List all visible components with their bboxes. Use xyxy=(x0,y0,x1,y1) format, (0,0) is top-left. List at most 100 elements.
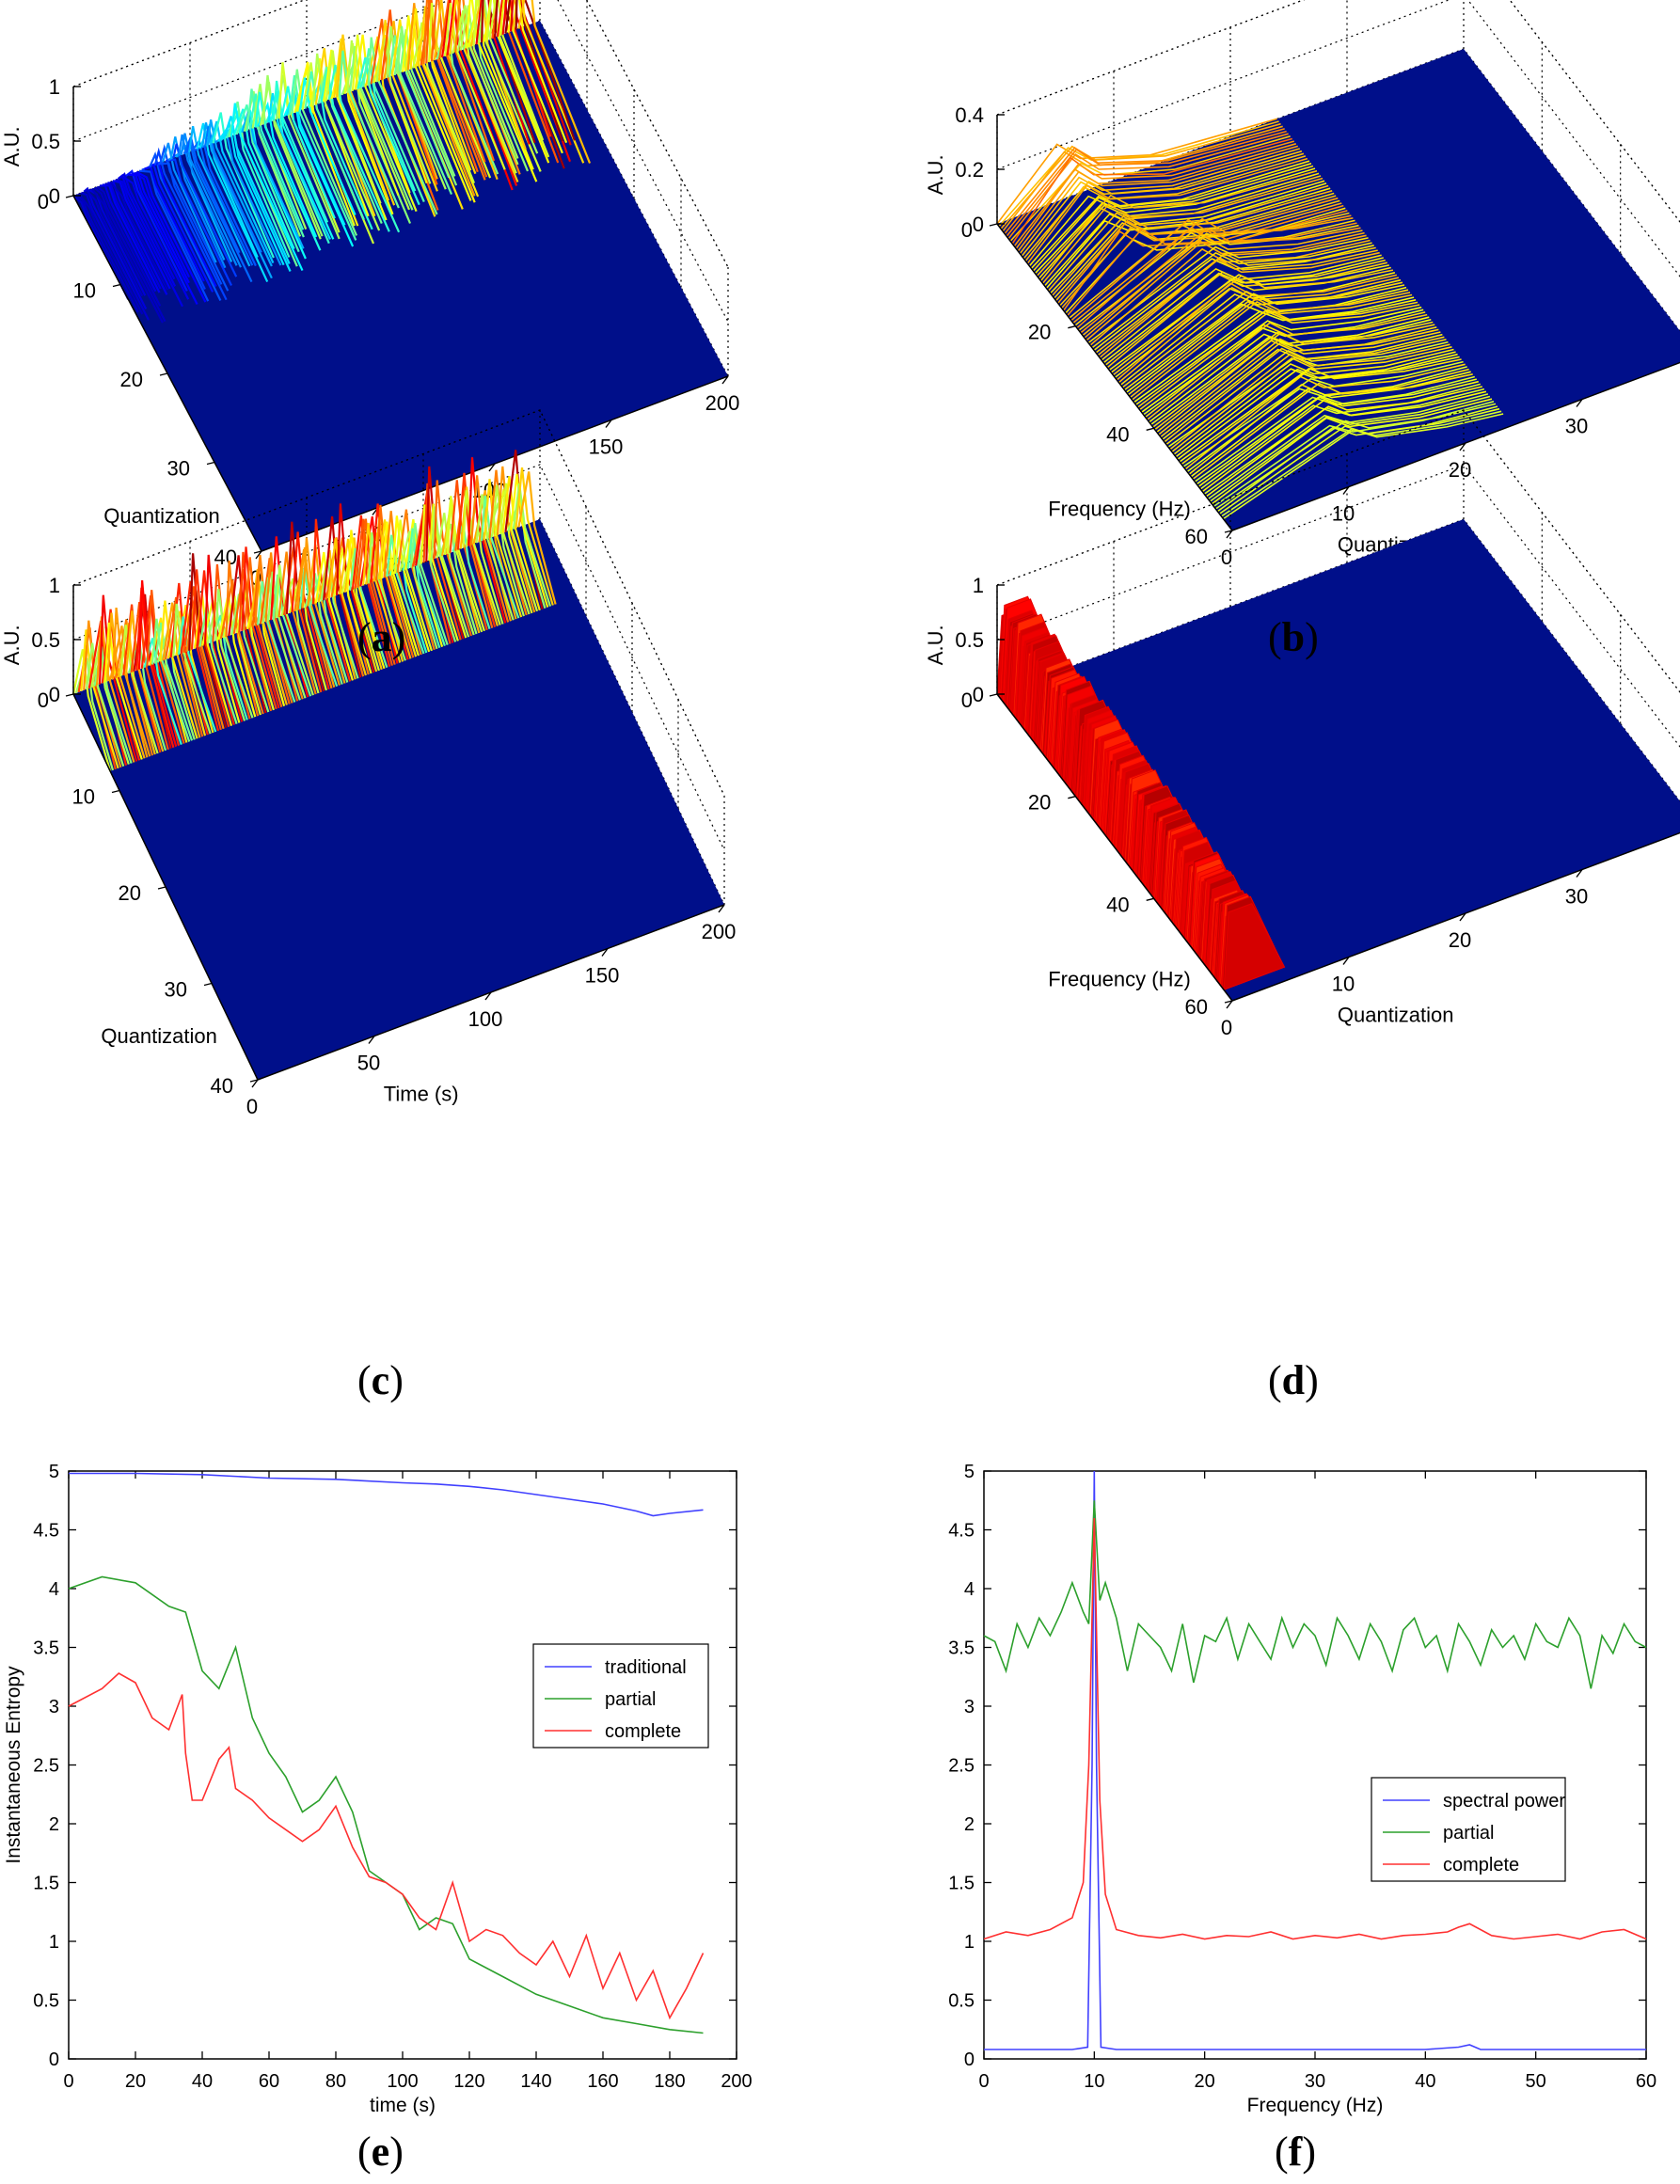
y-tick-label: 2 xyxy=(49,1814,59,1835)
caption-d: (d) xyxy=(1268,1357,1319,1403)
surface-ridge xyxy=(182,586,222,731)
caption-f: (f) xyxy=(1275,2129,1316,2175)
surface-ridge xyxy=(1194,375,1475,483)
x-axis-label: Quantization xyxy=(1338,1004,1454,1027)
y-tick-label: 2.5 xyxy=(948,1756,975,1777)
surface-ridge xyxy=(104,182,162,290)
surface-ridge xyxy=(80,191,150,321)
surface-ridge xyxy=(1201,386,1482,493)
surface-ridge xyxy=(90,187,164,324)
surface-ridge xyxy=(1165,339,1447,446)
chart-panel-c: 0 10 20 30 40 0 50 100 150 200 0 0.5 1 A.U. Quantizati… xyxy=(0,409,736,1118)
surface-ridge xyxy=(1169,343,1450,451)
surface-ridge xyxy=(96,185,162,307)
surface-ridge xyxy=(422,483,462,641)
chart-panel-b: 020406001020304000.20.4A.U.Frequency (Hz… xyxy=(924,0,1680,569)
x-tick xyxy=(1226,1000,1233,1009)
y-tick-label: 20 xyxy=(1028,321,1051,344)
surface-ridge xyxy=(93,186,166,323)
surface-ridge xyxy=(1116,274,1398,381)
x-tick xyxy=(255,550,262,560)
surface-ridge xyxy=(311,518,352,682)
surface-ridge xyxy=(336,503,375,673)
y-tick-label: 4 xyxy=(49,1579,59,1600)
y-tick-label: 30 xyxy=(167,457,190,481)
surface-ridge xyxy=(1132,293,1413,401)
caption-e: (e) xyxy=(357,2129,404,2175)
surface-ridge xyxy=(1019,148,1301,255)
surface-ridge xyxy=(1150,319,1432,426)
surface-ridge xyxy=(1207,393,1489,500)
y-tick xyxy=(1068,324,1076,329)
y-axis-label: Quantization xyxy=(101,1024,217,1048)
y-axis-label: Frequency (Hz) xyxy=(1048,498,1191,521)
z-tick-label: 1 xyxy=(49,75,60,99)
x-tick-label: 60 xyxy=(1636,2071,1656,2092)
surface-ridge xyxy=(138,169,210,302)
surface-ridge xyxy=(481,495,520,619)
surface-ridge xyxy=(72,195,130,300)
series-line-complete xyxy=(68,1672,705,2020)
surface-ridge xyxy=(301,537,341,686)
x-tick-label: 50 xyxy=(1526,2071,1546,2092)
plot-frame xyxy=(983,1470,1647,2060)
y-tick-label: 1 xyxy=(964,1932,975,1953)
surface-floor xyxy=(997,49,1680,530)
y-tick-label: 60 xyxy=(1185,525,1208,548)
surface-ridge xyxy=(206,602,246,721)
x-tick-label: 10 xyxy=(1332,973,1355,996)
y-tick xyxy=(206,461,215,466)
series-lines xyxy=(983,1470,1647,2050)
x-tick-label: 0 xyxy=(1221,546,1232,569)
surface-ridges xyxy=(996,595,1286,991)
surface-ridge xyxy=(1089,239,1371,346)
surface-ridge xyxy=(1137,301,1418,408)
surface-ridge xyxy=(1032,165,1314,272)
surface-ridge xyxy=(501,475,541,611)
surface-ridge xyxy=(1047,184,1329,292)
y-tick xyxy=(1224,530,1233,533)
y-tick-label: 20 xyxy=(120,368,143,391)
surface-ridge xyxy=(1061,202,1342,309)
y-tick xyxy=(1068,795,1076,799)
legend-label: complete xyxy=(1443,1855,1519,1875)
surface-ridge xyxy=(1070,214,1352,322)
surface-ridge xyxy=(248,93,305,230)
surface-ridge xyxy=(1104,259,1386,366)
surface-ridge xyxy=(1223,902,1286,991)
surface-ridge xyxy=(404,15,476,203)
z-tick-label: 0 xyxy=(973,683,984,706)
y-tick xyxy=(989,223,998,227)
surface-ridge xyxy=(262,74,324,237)
surface-ridge xyxy=(1021,150,1303,257)
y-axis-line xyxy=(996,223,1233,531)
surface-ridge xyxy=(1034,167,1316,275)
surface-ridge xyxy=(198,606,238,724)
surface-ridge xyxy=(1130,292,1411,399)
x-tick-label: 120 xyxy=(453,2071,484,2092)
y-axis-label: Frequency (Hz) xyxy=(1048,968,1191,991)
surface-ridge xyxy=(1013,140,1295,247)
z-axis-label: A.U. xyxy=(0,126,24,166)
surface-ridge xyxy=(1091,242,1372,349)
surface-ridge xyxy=(396,509,436,651)
surface-ridge xyxy=(1216,405,1498,513)
surface-ridge xyxy=(1006,130,1287,237)
surface-ridge xyxy=(1121,281,1403,388)
surface-ridge xyxy=(230,103,304,272)
y-tick xyxy=(253,550,262,554)
x-tick-label: 160 xyxy=(587,2071,618,2092)
x-tick-label: 20 xyxy=(1449,928,1471,952)
x-tick-label: 0 xyxy=(978,2071,989,2092)
y-tick-label: 5 xyxy=(49,1462,59,1482)
y-tick-label: 5 xyxy=(964,1462,975,1482)
y-tick-label: 0 xyxy=(964,2049,975,2070)
caption-c: (c) xyxy=(357,1357,404,1403)
surface-ridge xyxy=(133,171,191,278)
y-tick xyxy=(65,693,74,697)
surface-ridge xyxy=(1052,190,1333,296)
surface-ridge xyxy=(496,0,552,137)
surface-ridge xyxy=(404,518,444,648)
z-axis-label: A.U. xyxy=(0,625,24,665)
surface-ridge xyxy=(109,181,168,291)
